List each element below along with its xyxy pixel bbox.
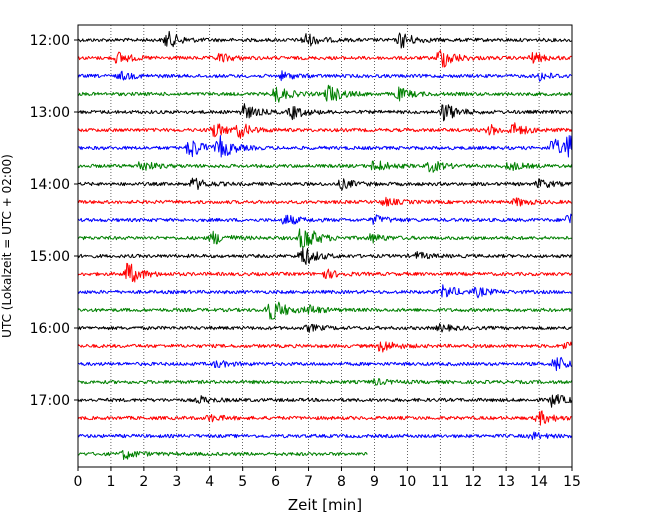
seismic-trace [77, 393, 573, 408]
x-tick-label: 12 [464, 474, 482, 490]
trace-group [77, 30, 573, 460]
seismic-trace [77, 284, 572, 299]
seismic-trace [77, 177, 572, 191]
seismic-trace [77, 135, 573, 158]
seismic-trace [77, 262, 573, 283]
seismic-trace [77, 196, 572, 207]
y-tick-label: 14:00 [30, 177, 70, 193]
seismic-trace [77, 30, 572, 49]
seismic-trace [77, 213, 573, 225]
x-axis-label: Zeit [min] [288, 496, 362, 514]
x-tick-label: 1 [106, 474, 115, 490]
x-tick-label: 14 [530, 474, 548, 490]
seismic-trace [77, 341, 573, 353]
seismic-trace [77, 378, 573, 386]
seismic-trace [77, 122, 573, 139]
y-tick-label: 17:00 [30, 393, 70, 409]
x-tick-label: 5 [238, 474, 247, 490]
seismic-trace [77, 84, 573, 103]
x-tick-label: 15 [563, 474, 581, 490]
x-tick-label: 2 [139, 474, 148, 490]
plot-frame [77, 24, 573, 468]
seismic-trace [77, 228, 572, 248]
y-tick-label: 15:00 [30, 249, 70, 265]
x-tick-label: 13 [497, 474, 515, 490]
x-tick-label: 10 [398, 474, 416, 490]
seismic-trace [77, 70, 572, 82]
seismic-trace [77, 103, 573, 122]
seismic-trace [77, 356, 573, 372]
seismic-trace [77, 410, 572, 426]
y-tick-label: 12:00 [30, 33, 70, 49]
y-tick-label: 16:00 [30, 321, 70, 337]
x-tick-label: 4 [205, 474, 214, 490]
y-axis: 12:00 13:00 14:00 15:00 16:00 17:00 [30, 33, 78, 409]
seismic-trace [77, 50, 572, 68]
x-tick-label: 3 [172, 474, 181, 490]
seismic-trace [77, 160, 573, 173]
x-tick-label: 6 [271, 474, 280, 490]
seismic-trace [77, 323, 572, 333]
y-tick-label: 13:00 [30, 105, 70, 121]
seismic-trace [77, 247, 573, 265]
x-tick-label: 7 [304, 474, 313, 490]
y-axis-label: UTC (Lokalzeit = UTC + 02:00) [0, 154, 14, 338]
seismic-trace [78, 450, 368, 460]
x-tick-label: 9 [370, 474, 379, 490]
seismic-trace [77, 301, 572, 320]
x-tick-label: 0 [74, 474, 83, 490]
seismic-trace [77, 431, 573, 441]
x-tick-label: 11 [431, 474, 449, 490]
x-axis: 0 1 2 3 4 5 6 7 8 9 10 11 12 13 14 15 [74, 467, 581, 490]
x-tick-label: 8 [337, 474, 346, 490]
